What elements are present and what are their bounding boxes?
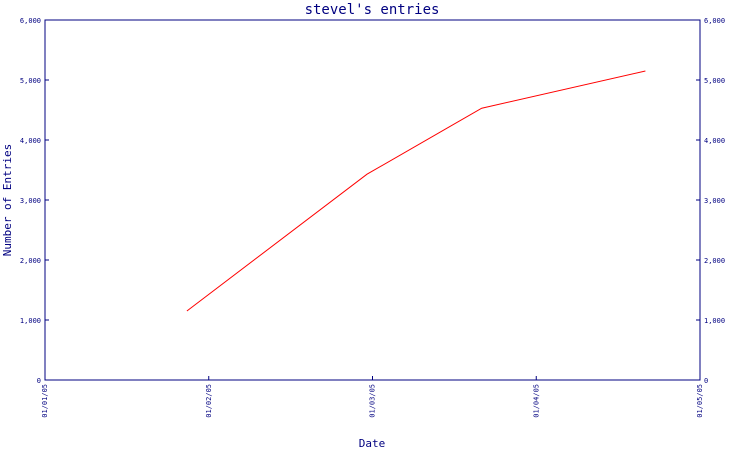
x-tick-label: 01/03/05: [369, 384, 377, 418]
y-tick-label-left: 3,000: [20, 197, 41, 205]
x-tick-label: 01/01/05: [41, 384, 49, 418]
series-line: [186, 70, 646, 312]
y-tick-label-right: 1,000: [704, 317, 725, 325]
plot-frame: [44, 19, 701, 381]
y-tick-label-right: 3,000: [704, 197, 725, 205]
y-tick-label-left: 1,000: [20, 317, 41, 325]
y-tick-label-right: 2,000: [704, 257, 725, 265]
y-axis-label: Number of Entries: [1, 144, 14, 257]
y-tick-label-left: 0: [37, 377, 41, 385]
y-tick-label-right: 5,000: [704, 77, 725, 85]
x-axis: 01/01/05 01/02/05 01/03/05 01/04/05 01/05/05: [41, 376, 704, 418]
y-tick-label-left: 4,000: [20, 137, 41, 145]
y-tick-label-right: 4,000: [704, 137, 725, 145]
y-tick-label-left: 6,000: [20, 17, 41, 25]
y-tick-label-right: 0: [704, 377, 708, 385]
y-axis-left: 0 1,000 2,000 3,000 4,000 5,000 6,000: [20, 17, 49, 385]
y-tick-label-left: 2,000: [20, 257, 41, 265]
y-tick-label-right: 6,000: [704, 17, 725, 25]
x-tick-label: 01/02/05: [205, 384, 213, 418]
series-layer: [186, 70, 646, 312]
x-axis-label: Date: [359, 437, 386, 450]
y-tick-label-left: 5,000: [20, 77, 41, 85]
chart-title: stevel's entries: [305, 2, 440, 18]
x-tick-label: 01/05/05: [696, 384, 704, 418]
x-tick-label: 01/04/05: [532, 384, 540, 418]
y-axis-right: 0 1,000 2,000 3,000 4,000 5,000 6,000: [696, 17, 725, 385]
